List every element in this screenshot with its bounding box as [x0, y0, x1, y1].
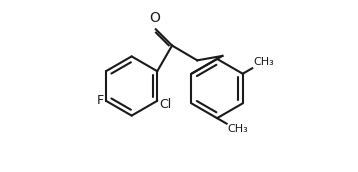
Text: O: O [150, 10, 160, 25]
Text: CH₃: CH₃ [253, 57, 274, 67]
Text: F: F [97, 94, 104, 107]
Text: CH₃: CH₃ [227, 125, 248, 135]
Text: Cl: Cl [159, 98, 171, 111]
